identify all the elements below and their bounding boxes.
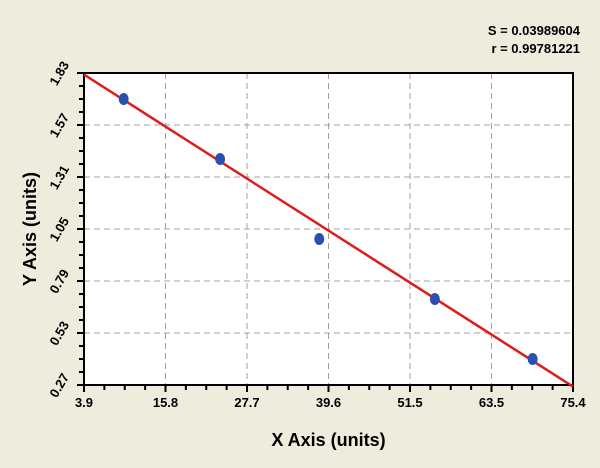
x-axis-label: X Axis (units)	[271, 430, 385, 450]
x-tick-label: 63.5	[479, 395, 504, 410]
x-tick-label: 39.6	[316, 395, 341, 410]
fit-statistics: S = 0.03989604 r = 0.99781221	[488, 22, 580, 58]
y-tick-label: 0.79	[46, 267, 72, 296]
x-tick-label: 75.4	[560, 395, 586, 410]
x-tick-label: 51.5	[397, 395, 422, 410]
r-value: r = 0.99781221	[491, 41, 580, 56]
x-tick-label: 15.8	[153, 395, 178, 410]
data-point	[314, 233, 325, 245]
y-tick-label: 1.05	[46, 215, 72, 244]
fit-line	[83, 73, 574, 388]
s-value: S = 0.03989604	[487, 23, 580, 38]
data-point	[215, 153, 226, 165]
y-axis-label: Y Axis (units)	[20, 172, 40, 286]
y-tick-label: 1.83	[46, 59, 72, 88]
data-point	[429, 293, 440, 305]
data-point	[118, 93, 129, 105]
y-tick-label: 1.57	[46, 111, 72, 140]
x-tick-label: 3.9	[75, 395, 93, 410]
y-tick-label: 0.53	[46, 319, 72, 348]
y-tick-label: 1.31	[46, 163, 72, 192]
x-tick-label: 27.7	[234, 395, 259, 410]
y-tick-label: 0.27	[46, 371, 72, 400]
data-point	[527, 353, 538, 365]
